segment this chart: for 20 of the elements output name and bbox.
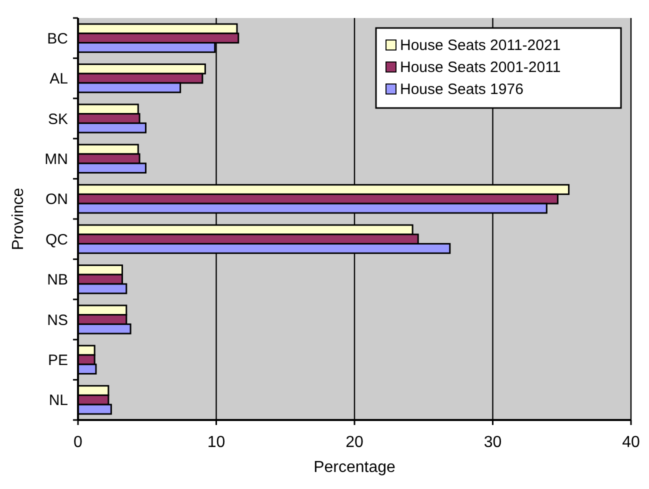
y-tick-label: QC: [46, 231, 68, 248]
x-tick-label: 30: [484, 434, 502, 451]
y-tick-label: AL: [50, 70, 68, 88]
y-tick-label: NS: [47, 312, 68, 329]
x-axis-title: Percentage: [314, 459, 396, 476]
x-tick-label: 20: [346, 434, 364, 451]
y-tick-label: ON: [46, 191, 68, 208]
legend-label: House Seats 2001-2011: [400, 59, 561, 76]
y-tick-label: MN: [44, 150, 68, 168]
y-tick-label: BC: [47, 30, 68, 48]
y-axis-title: Province: [10, 188, 27, 250]
y-tick-label: PE: [48, 352, 68, 369]
legend-label: House Seats 1976: [400, 81, 524, 98]
y-tick-label: NL: [48, 392, 68, 410]
legend-label: House Seats 2011-2021: [400, 37, 561, 54]
y-tick-label: SK: [48, 110, 68, 128]
x-tick-label: 0: [74, 434, 83, 451]
x-tick-label: 10: [207, 434, 226, 451]
y-tick-label: NB: [47, 272, 68, 289]
x-tick-label: 40: [622, 434, 640, 451]
